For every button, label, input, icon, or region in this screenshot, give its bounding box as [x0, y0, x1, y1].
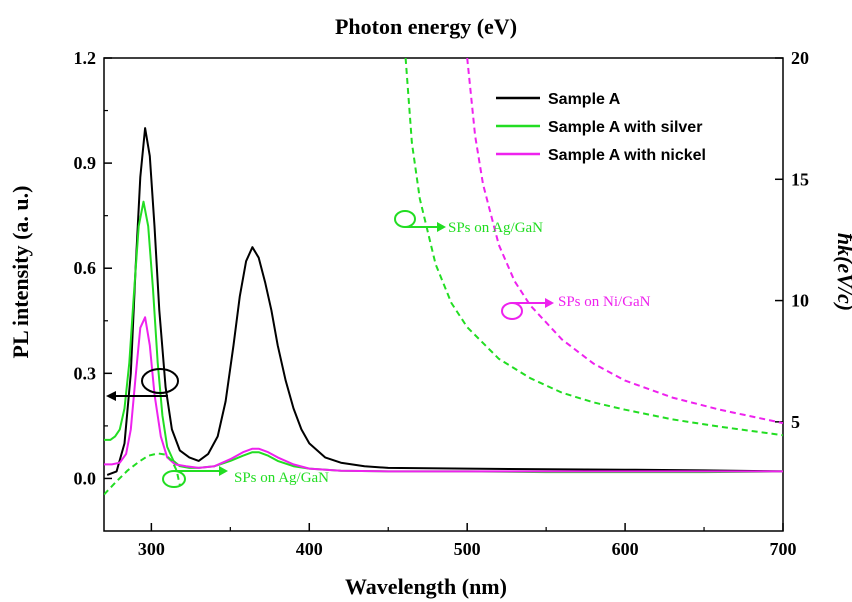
- legend-label: Sample A with silver: [548, 119, 702, 136]
- series-line-sps-on-ag-gan-uv-5: [104, 452, 181, 496]
- ni-gan-ellipse: [501, 302, 523, 320]
- ag-gan-lower-arrowhead: [219, 466, 228, 476]
- series-line-sample-a-with-silver-1: [104, 200, 783, 474]
- series-group: [104, 58, 783, 496]
- top-axis-title: Photon energy (eV): [335, 14, 517, 39]
- legend: Sample A Sample A with silver Sample A wit…: [496, 91, 706, 164]
- y2-tick-label: 10: [791, 291, 809, 311]
- annotation-ag-gan-upper: SPs on Ag/GaN: [448, 220, 543, 236]
- y-tick-label: 1.2: [74, 48, 97, 68]
- y2-axis-title: ħk(eV/c): [833, 233, 852, 311]
- y-tick-label: 0.0: [74, 468, 97, 488]
- ni-gan-arrowhead: [545, 298, 554, 308]
- series-line-sps-on-ag-gan-3: [404, 58, 783, 437]
- x-axis-title: Wavelength (nm): [345, 574, 507, 599]
- y-tick-label: 0.3: [74, 363, 97, 383]
- y-ticks-group: 0.0 0.3 0.6 0.9 1.2: [74, 48, 112, 488]
- legend-label: Sample A: [548, 91, 621, 108]
- axis-indicator-ellipse: [141, 368, 179, 394]
- x-ticks-group: 300 400 500 600 700: [138, 523, 797, 559]
- series-line-sample-a-with-nickel-2: [104, 316, 783, 473]
- annotation-markers: [106, 210, 554, 488]
- ag-gan-lower-ellipse: [162, 470, 186, 488]
- annotation-ni-gan: SPs on Ni/GaN: [558, 294, 651, 310]
- ag-gan-upper-ellipse: [394, 210, 416, 228]
- x-tick-label: 700: [770, 539, 797, 559]
- y-axis-title: PL intensity (a. u.): [8, 186, 33, 359]
- legend-label: Sample A with nickel: [548, 147, 706, 164]
- y2-tick-label: 15: [791, 169, 809, 189]
- series-line-sample-a-0: [106, 127, 783, 476]
- y2-tick-label: 5: [791, 412, 800, 432]
- x-tick-label: 300: [138, 539, 165, 559]
- ag-gan-upper-arrowhead: [437, 222, 446, 232]
- x-tick-label: 600: [612, 539, 639, 559]
- x-tick-label: 400: [296, 539, 323, 559]
- left-axis-arrowhead: [106, 391, 116, 401]
- y2-tick-label: 20: [791, 48, 809, 68]
- y-tick-label: 0.9: [74, 153, 97, 173]
- annotation-ag-gan-lower: SPs on Ag/GaN: [234, 470, 329, 486]
- x-tick-label: 500: [454, 539, 481, 559]
- y2-ticks-group: 5 10 15 20: [775, 48, 809, 432]
- y-tick-label: 0.6: [74, 258, 97, 278]
- plot-frame: [103, 57, 784, 532]
- series-line-sps-on-ni-gan-4: [466, 58, 783, 425]
